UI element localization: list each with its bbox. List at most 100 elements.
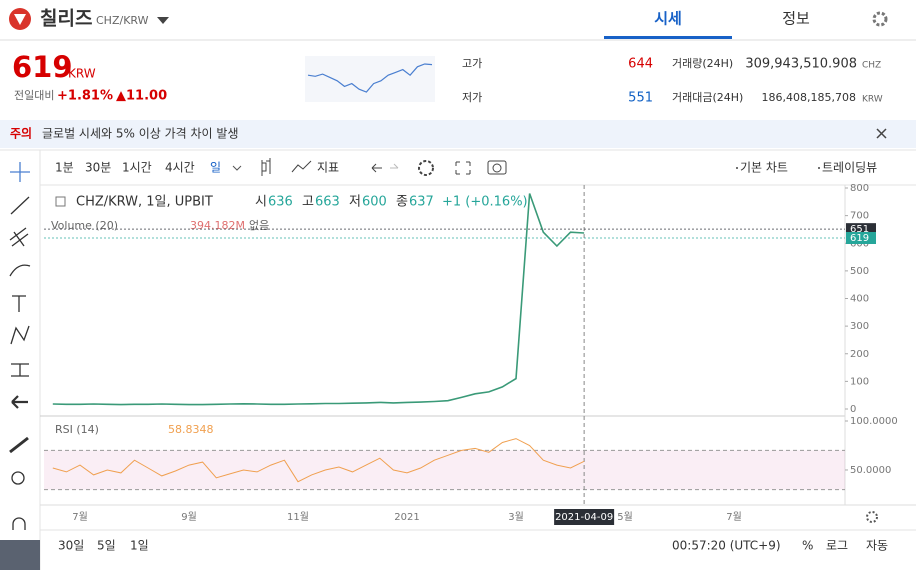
y2-tick-label: 100.0000 (850, 416, 898, 427)
ruler-tool[interactable] (9, 436, 29, 454)
bullet (818, 167, 820, 169)
change: +1 (+0.16%) (442, 195, 528, 210)
x-tick-label: 2021 (394, 512, 419, 523)
undo-icon[interactable] (371, 163, 382, 173)
interval[interactable]: 1시간 (122, 161, 152, 175)
drawing-tools (9, 162, 31, 530)
logo-glyph (14, 14, 26, 25)
fib-tool[interactable] (9, 227, 29, 247)
redo-icon[interactable] (390, 163, 399, 169)
range-button[interactable]: 30일 (58, 539, 84, 553)
ohlc-value: 663 (315, 195, 340, 210)
turnover-value: 186,408,185,708 (762, 91, 856, 104)
y-tick-label: 200 (850, 349, 869, 360)
scale-option[interactable]: 자동 (866, 539, 888, 553)
line-tool[interactable] (10, 196, 30, 215)
range-button[interactable]: 1일 (130, 539, 149, 553)
collapse-box[interactable] (55, 196, 66, 207)
y-tick-label: 100 (850, 376, 869, 387)
plot: 0 100 200 300 400 500 600 700 800 100.0000 50.0000… (44, 183, 898, 525)
sparkline-box (305, 56, 435, 102)
indicator-name: Volume (20) (51, 219, 118, 232)
tab[interactable]: 시세 (654, 10, 682, 28)
measure-tool[interactable] (11, 363, 29, 377)
pattern-tool[interactable] (10, 325, 30, 345)
tab-underline (604, 36, 732, 39)
coin-name[interactable]: 칠리즈 (40, 8, 92, 30)
interval[interactable]: 30분 (85, 161, 111, 175)
toolbar-toggle[interactable] (0, 540, 40, 570)
ohlc-label: 종 (396, 195, 408, 210)
change-label: 전일대비 (14, 88, 54, 102)
x-tick-label: 3월 (508, 511, 524, 523)
notice-text: 글로벌 시세와 5% 이상 가격 차이 발생 (42, 127, 239, 141)
camera-lens (492, 163, 502, 173)
clock: 00:57:20 (UTC+9) (672, 539, 781, 553)
ohlc-label: 저 (349, 195, 361, 210)
close-icon[interactable] (876, 128, 887, 139)
ohlc-value: 637 (409, 195, 434, 210)
change-pct: +1.81% (57, 89, 113, 104)
interval[interactable]: 4시간 (165, 161, 195, 175)
tab[interactable]: 정보 (782, 10, 810, 28)
sparkline (307, 63, 433, 93)
ohlc-value: 636 (268, 195, 293, 210)
change-abs: ▲11.00 (116, 89, 167, 104)
coin-pair[interactable]: CHZ/KRW (96, 14, 149, 27)
rsi-value: 58.8348 (168, 423, 214, 436)
text-tool[interactable] (12, 295, 26, 312)
indicator-button[interactable]: 지표 (317, 161, 339, 175)
view-button[interactable]: 기본 차트 (740, 161, 788, 175)
rsi-name: RSI (14) (55, 423, 99, 436)
y-tick-label: 300 (850, 321, 869, 332)
bullet (736, 167, 738, 169)
crosshair-tool[interactable] (10, 162, 30, 182)
scale-option[interactable]: 로그 (826, 539, 848, 553)
interval[interactable]: 일 (210, 161, 221, 175)
magnet-tool[interactable] (12, 517, 26, 530)
cursor-date: 2021-04-09 (555, 512, 613, 523)
settings-icon[interactable] (418, 160, 434, 176)
price-marker-tag (846, 232, 876, 245)
ohlc-label: 고 (302, 195, 314, 210)
range-button[interactable]: 5일 (97, 539, 116, 553)
volume-value: 309,943,510.908 (745, 57, 857, 72)
fullscreen-icon[interactable] (455, 161, 471, 175)
chart-title: CHZ/KRW, 1일, UPBIT (76, 195, 213, 210)
scale-option[interactable]: % (802, 539, 813, 553)
x-tick-label: 5월 (617, 511, 633, 523)
price-line (52, 193, 585, 406)
price-marker-label: 619 (850, 233, 869, 244)
candle-icon[interactable] (261, 158, 271, 176)
x-tick-label: 9월 (181, 511, 197, 523)
dropdown[interactable] (232, 165, 242, 171)
camera-icon[interactable] (487, 160, 507, 175)
header (0, 0, 916, 40)
settings-icon[interactable] (872, 11, 888, 27)
collapse-tool[interactable] (11, 395, 28, 409)
volume-label: 거래량(24H) (672, 57, 733, 70)
turnover-unit: KRW (862, 95, 883, 105)
interval[interactable]: 1분 (55, 161, 74, 175)
x-tick-label: 7월 (726, 511, 742, 523)
x-tick-label: 7월 (72, 511, 88, 523)
current-price: 619 (12, 50, 73, 84)
dropdown[interactable] (157, 17, 169, 24)
price-marker-label: 651 (850, 224, 869, 235)
y-tick-label: 500 (850, 266, 869, 277)
brush-tool[interactable] (9, 264, 31, 277)
high-label: 고가 (462, 57, 482, 70)
zoom-tool[interactable] (11, 471, 25, 485)
ohlc-label: 시 (255, 195, 267, 210)
turnover-label: 거래대금(24H) (672, 91, 743, 104)
indicator-extra: 없음 (249, 219, 269, 232)
notice-tag: 주의 (10, 126, 32, 141)
indicator-icon[interactable] (291, 160, 312, 173)
view-button[interactable]: 트레이딩뷰 (822, 161, 877, 175)
y2-tick-label: 50.0000 (850, 465, 891, 476)
axis-settings[interactable] (866, 511, 878, 523)
y-tick-label: 700 (850, 211, 869, 222)
y-tick-label: 400 (850, 294, 869, 305)
